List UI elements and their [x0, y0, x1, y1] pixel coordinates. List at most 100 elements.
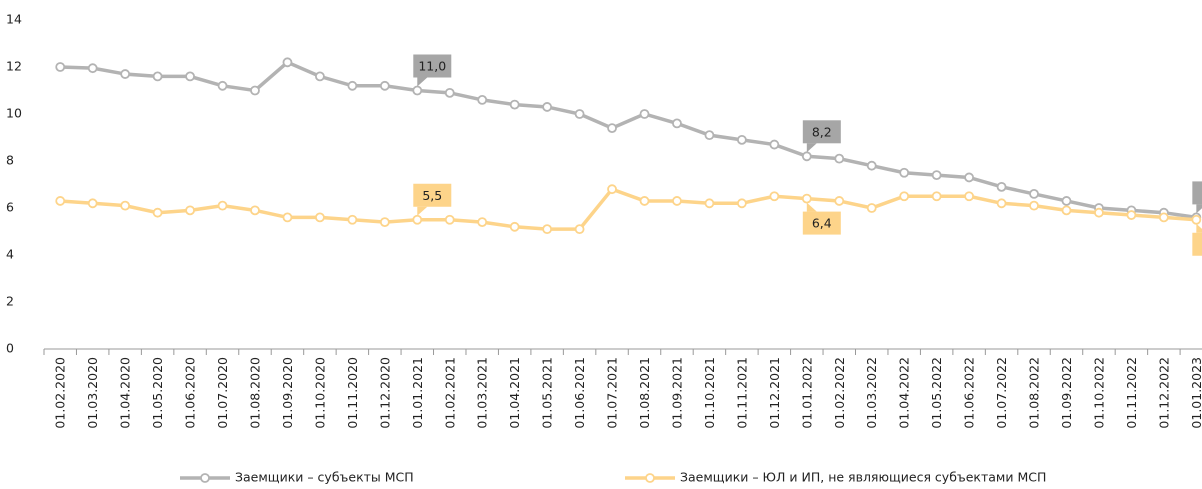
- series-line: [60, 187, 1197, 231]
- point: [769, 139, 780, 150]
- legend-label: Заемщики – ЮЛ и ИП, не являющиеся субъек…: [680, 470, 1046, 485]
- point: [1029, 188, 1039, 199]
- point: [866, 203, 877, 213]
- label-box: [413, 183, 452, 207]
- point: [444, 214, 455, 225]
- x-tick-label: 01.04.2022: [897, 357, 912, 429]
- point: [574, 224, 585, 235]
- point: [347, 214, 358, 225]
- point: [964, 172, 975, 183]
- point: [834, 196, 845, 206]
- label-box: [1192, 181, 1202, 205]
- point: [347, 80, 358, 91]
- point: [1029, 200, 1039, 211]
- point: [931, 191, 942, 202]
- point: [542, 224, 553, 235]
- y-tick-label: 2: [6, 294, 14, 309]
- point: [185, 205, 195, 216]
- point: [672, 118, 682, 129]
- label-box: [802, 211, 841, 235]
- y-tick-label: 6: [6, 200, 14, 215]
- x-tick-label: 01.05.2022: [929, 357, 944, 429]
- x-tick-label: 01.03.2020: [85, 357, 100, 429]
- point: [55, 62, 66, 72]
- y-tick-label: 14: [6, 12, 22, 27]
- point: [152, 71, 163, 82]
- x-tick-label: 01.07.2021: [605, 357, 620, 429]
- point: [769, 191, 780, 202]
- point: [152, 207, 163, 218]
- point: [996, 181, 1007, 192]
- x-tick-label: 01.01.2021: [410, 357, 425, 429]
- x-tick-label: 01.06.2022: [962, 357, 977, 429]
- point: [444, 87, 455, 98]
- point: [866, 160, 877, 171]
- point: [315, 212, 325, 223]
- x-tick-label: 01.09.2020: [280, 357, 295, 429]
- x-tick-label: 01.10.2020: [312, 357, 327, 429]
- x-tick-label: 01.09.2021: [669, 357, 684, 429]
- y-tick-label: 10: [6, 106, 22, 121]
- point: [55, 196, 66, 206]
- point: [801, 193, 812, 204]
- x-tick-label: 01.04.2021: [507, 357, 522, 429]
- point: [639, 109, 650, 119]
- point: [1061, 196, 1072, 206]
- point: [736, 198, 747, 209]
- x-tick-label: 01.12.2021: [767, 357, 782, 429]
- x-tick-label: 01.03.2021: [475, 357, 490, 429]
- legend-marker: [200, 473, 210, 483]
- label-box: [413, 54, 452, 78]
- x-tick-label: 01.10.2022: [1091, 357, 1106, 429]
- point: [250, 205, 260, 216]
- legend-marker: [645, 473, 655, 483]
- x-tick-label: 01.02.2020: [53, 357, 68, 429]
- point: [87, 198, 98, 209]
- point: [672, 196, 682, 206]
- x-tick-label: 01.11.2021: [734, 357, 749, 429]
- x-tick-label: 01.01.2023: [1189, 357, 1202, 429]
- x-tick-label: 01.05.2020: [150, 357, 165, 429]
- x-tick-label: 01.03.2022: [864, 357, 879, 429]
- legend-label: Заемщики – субъекты МСП: [235, 470, 414, 485]
- label-pointer: [417, 77, 428, 87]
- point: [704, 130, 715, 141]
- point: [379, 80, 390, 91]
- x-tick-label: 01.02.2021: [442, 357, 457, 429]
- point: [412, 85, 423, 96]
- point: [477, 95, 488, 105]
- point: [1158, 212, 1169, 223]
- x-tick-label: 01.08.2022: [1027, 357, 1042, 429]
- x-tick-label: 01.11.2022: [1124, 357, 1139, 429]
- label-pointer: [417, 206, 428, 216]
- point: [477, 217, 488, 228]
- point: [639, 196, 650, 206]
- point: [120, 69, 131, 79]
- x-tick-label: 01.02.2022: [832, 357, 847, 429]
- point: [87, 63, 98, 74]
- point: [899, 167, 910, 178]
- point: [542, 102, 553, 112]
- point: [607, 184, 617, 195]
- point: [509, 99, 520, 110]
- x-tick-label: 01.06.2020: [183, 357, 198, 429]
- point: [574, 109, 585, 119]
- y-tick-label: 4: [6, 247, 14, 262]
- x-tick-label: 01.08.2020: [247, 357, 262, 429]
- label-pointer: [806, 143, 817, 153]
- label-pointer: [1196, 223, 1202, 233]
- point: [899, 191, 910, 202]
- point: [1094, 207, 1104, 218]
- point: [834, 153, 845, 164]
- point: [315, 71, 325, 82]
- data-label: 11,0: [418, 59, 446, 74]
- point: [736, 134, 747, 145]
- label-pointer: [1196, 204, 1202, 214]
- x-tick-label: 01.04.2020: [118, 357, 133, 429]
- x-tick-label: 01.11.2020: [345, 357, 360, 429]
- point: [801, 151, 812, 162]
- point: [931, 170, 942, 181]
- point: [217, 80, 228, 91]
- point: [1061, 205, 1072, 216]
